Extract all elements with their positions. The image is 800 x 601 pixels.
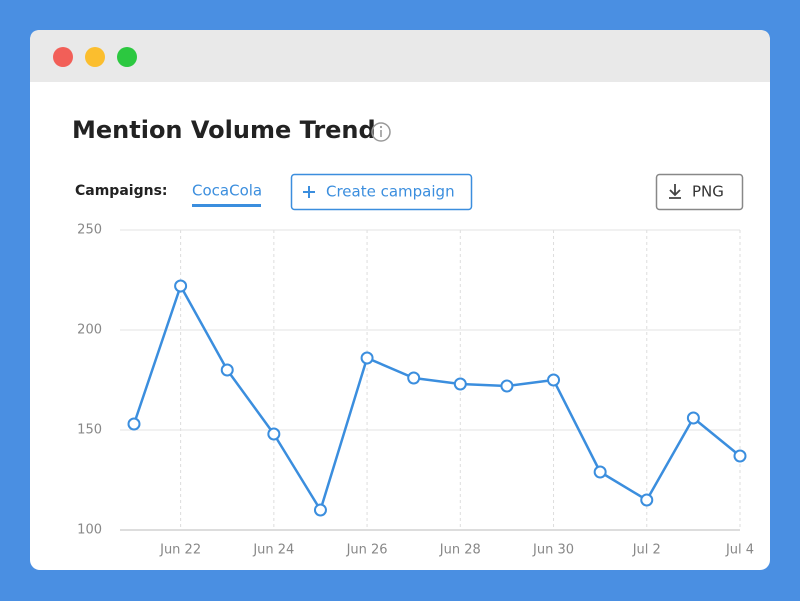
info-dot [379,125,383,129]
x-tick-label: Jun 30 [532,543,574,558]
tab-underline [192,204,261,207]
point [733,449,747,463]
point [547,373,561,387]
x-tick-label: Jun 26 [346,543,388,558]
y-tick-label: 100 [77,523,102,538]
x-tick-label: Jul 4 [725,543,754,558]
info-circle [371,122,391,142]
point [267,427,281,441]
download-icon [669,184,681,199]
x-tick-label: Jun 28 [439,543,481,558]
point [593,465,607,479]
point [686,411,700,425]
window [30,30,770,570]
plot-area: Jun 22 Jun 24 Jun 26 Jun 28 Jun 30 Jul 2 Jul 4… [77,223,754,558]
point [313,503,327,517]
button-frame [290,173,473,211]
title-bar [30,30,770,82]
button-label: PNG [692,183,724,201]
point [220,363,234,377]
y-tick-label: 250 [77,223,102,238]
point [640,493,654,507]
campaigns-label: Campaigns: [75,183,168,199]
x-tick-label: Jul 2 [632,543,661,558]
point [500,379,514,393]
point [127,417,141,431]
point [174,279,188,293]
campaign-tab[interactable]: CocaCola [192,182,262,200]
create-campaign-button[interactable]: Create campaign [290,173,473,211]
button-frame [655,173,744,211]
plus-icon [303,186,315,198]
point [360,351,374,365]
y-tick-label: 200 [77,323,102,338]
line [132,284,741,512]
info-icon[interactable] [371,122,391,142]
point [453,377,467,391]
x-tick-label: Jun 22 [159,543,201,558]
close-button[interactable] [53,47,73,67]
maximize-button[interactable] [117,47,137,67]
minimize-button[interactable] [85,47,105,67]
point [407,371,421,385]
x-tick-label: Jun 24 [252,543,294,558]
chart-title: Mention Volume Trend [72,116,376,144]
export-png-button[interactable]: PNG [655,173,744,211]
button-label: Create campaign [326,183,455,201]
y-tick-label: 150 [77,423,102,438]
